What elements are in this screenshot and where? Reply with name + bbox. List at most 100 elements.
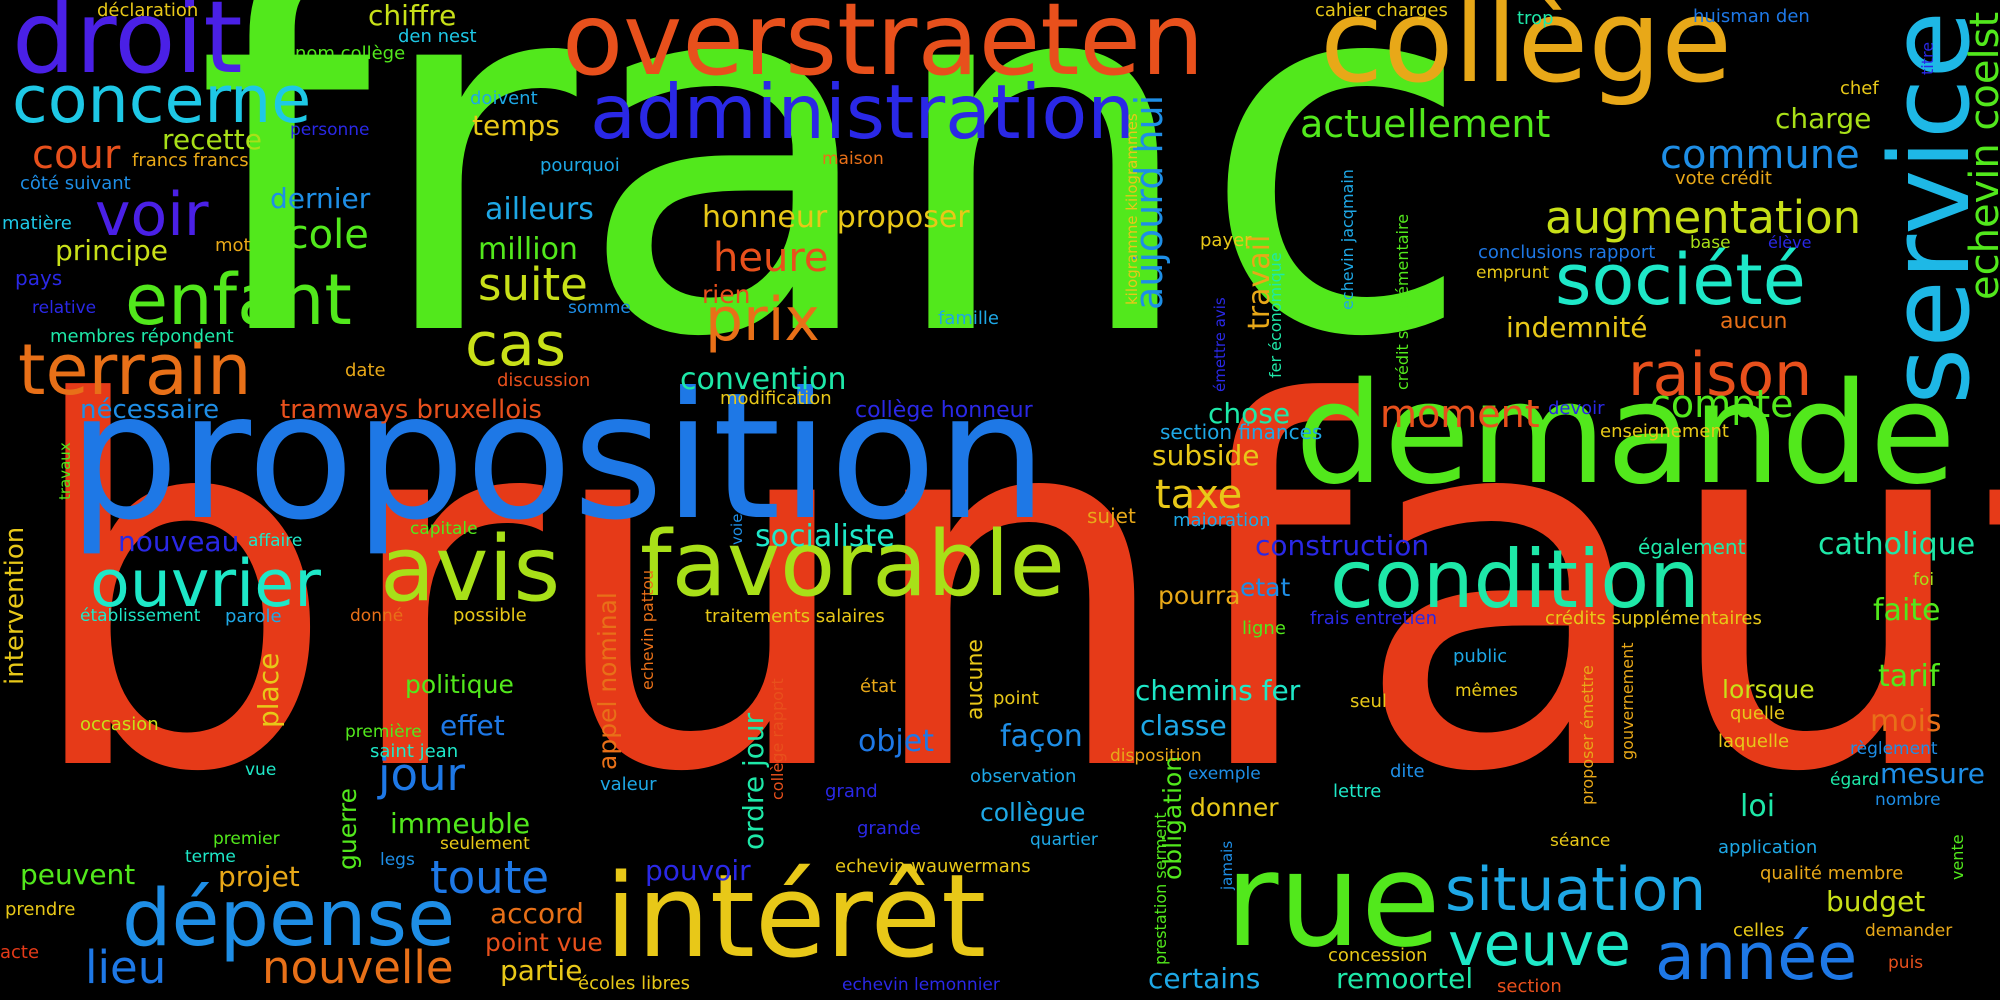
- word-situation: situation: [1445, 855, 1707, 925]
- word-fer-économique: fer économique: [1266, 252, 1285, 378]
- word-echevin-coelst: echevin coelst: [1962, 11, 2000, 300]
- word-voir: voir: [95, 180, 209, 250]
- word-jour: jour: [378, 748, 466, 801]
- word-administration: administration: [590, 68, 1135, 156]
- word-collègue: collègue: [980, 798, 1086, 827]
- word-chemins-fer: chemins fer: [1135, 674, 1301, 707]
- word-politique: politique: [405, 670, 514, 699]
- word-avis: avis: [380, 517, 561, 622]
- word-seul: seul: [1350, 691, 1387, 712]
- word-loi: loi: [1740, 789, 1776, 824]
- word-mêmes: mêmes: [1455, 681, 1518, 701]
- word-catholique: catholique: [1818, 527, 1976, 562]
- word-matière: matière: [2, 213, 72, 234]
- word-suite: suite: [478, 258, 588, 311]
- word-parole: parole: [225, 606, 282, 627]
- word-quartier: quartier: [1030, 830, 1098, 850]
- word-nombre: nombre: [1875, 790, 1941, 810]
- word-celles: celles: [1733, 920, 1785, 941]
- word-taxe: taxe: [1155, 472, 1243, 518]
- word-travaux: travaux: [56, 442, 74, 500]
- word-point-vue: point vue: [485, 928, 603, 957]
- word-chef: chef: [1840, 78, 1879, 99]
- word-temps: temps: [472, 109, 560, 142]
- word-nécessaire: nécessaire: [80, 395, 220, 425]
- word-accord: accord: [490, 897, 584, 930]
- word-terme: terme: [185, 847, 236, 867]
- word-crédits-supplémentaires: crédits supplémentaires: [1545, 608, 1762, 629]
- word-seulement: seulement: [440, 834, 530, 854]
- word-certains: certains: [1148, 962, 1261, 995]
- word-grande: grande: [857, 818, 921, 839]
- word-vue: vue: [245, 760, 277, 780]
- word-intervention: intervention: [0, 526, 30, 685]
- word-ailleurs: ailleurs: [485, 192, 594, 227]
- word-franc: franc: [195, 0, 1475, 446]
- word-vote-crédit: vote crédit: [1675, 168, 1772, 189]
- word-membres-répondent: membres répondent: [50, 326, 234, 347]
- word-discussion: discussion: [497, 370, 591, 391]
- word-lettre: lettre: [1333, 781, 1382, 802]
- word-actuellement: actuellement: [1300, 102, 1551, 146]
- word-demande: demande: [1295, 353, 1956, 516]
- word-frais-entretien: frais entretien: [1310, 608, 1438, 629]
- word-égard: égard: [1830, 770, 1880, 790]
- word-peuvent: peuvent: [20, 858, 136, 891]
- word-personne: personne: [290, 120, 370, 140]
- word-pourra: pourra: [1158, 581, 1241, 610]
- word-emprunt: emprunt: [1476, 263, 1550, 283]
- word-convention: convention: [680, 362, 847, 397]
- word-ouvrier: ouvrier: [90, 547, 321, 622]
- word-guerre: guerre: [333, 787, 362, 870]
- word-aucune: aucune: [963, 639, 988, 720]
- word-écoles-libres: écoles libres: [578, 973, 691, 994]
- word-pouvoir: pouvoir: [645, 854, 751, 887]
- word-mot: mot: [215, 235, 251, 256]
- word-concerne: concerne: [12, 63, 312, 138]
- word-proposition: proposition: [68, 356, 1048, 559]
- word-echevin-pattou: echevin pattou: [638, 569, 657, 690]
- word-rien: rien: [702, 280, 751, 309]
- word-valeur: valeur: [600, 774, 657, 795]
- word-exemple: exemple: [1188, 764, 1261, 784]
- word-première: première: [345, 722, 422, 742]
- word-pays: pays: [15, 266, 63, 290]
- word-année: année: [1655, 920, 1858, 995]
- word-doivent: doivent: [470, 88, 538, 109]
- word-puis: puis: [1888, 953, 1924, 973]
- word-école: école: [262, 212, 369, 258]
- word-modification: modification: [720, 388, 832, 409]
- word-titre: titre: [1918, 41, 1937, 75]
- word-payer: payer: [1200, 230, 1252, 251]
- word-demander: demander: [1865, 921, 1953, 941]
- word-francs-francs: francs francs: [132, 150, 249, 171]
- word-projet: projet: [218, 860, 300, 893]
- word-foi: foi: [1913, 570, 1935, 590]
- word-place: place: [252, 652, 285, 728]
- word-majoration: majoration: [1173, 510, 1271, 531]
- word-augmentation: augmentation: [1545, 191, 1862, 244]
- word-occasion: occasion: [80, 714, 159, 735]
- word-toute: toute: [430, 851, 550, 904]
- word-collège-rapport: collège rapport: [768, 678, 787, 800]
- word-gouvernement: gouvernement: [1618, 642, 1637, 760]
- word-moment: moment: [1380, 392, 1540, 436]
- word-concession: concession: [1328, 945, 1428, 966]
- word-etat: etat: [1240, 573, 1291, 602]
- word-terrain: terrain: [18, 329, 252, 411]
- word-classe: classe: [1140, 709, 1227, 742]
- word-chose: chose: [1208, 397, 1291, 430]
- word-cas: cas: [465, 310, 567, 380]
- word-section-finances: section finances: [1160, 420, 1323, 444]
- word-million: million: [478, 232, 578, 267]
- word-sujet: sujet: [1087, 504, 1136, 528]
- word-public: public: [1453, 646, 1508, 667]
- word-construction: construction: [1255, 529, 1430, 562]
- word-huisman-den: huisman den: [1693, 6, 1810, 27]
- word-observation: observation: [970, 766, 1077, 787]
- word-qualité-membre: qualité membre: [1760, 863, 1904, 884]
- word-façon: façon: [1000, 719, 1083, 754]
- word-acte: acte: [0, 942, 40, 963]
- word-indemnité: indemnité: [1506, 311, 1648, 344]
- word-faite: faite: [1873, 593, 1941, 628]
